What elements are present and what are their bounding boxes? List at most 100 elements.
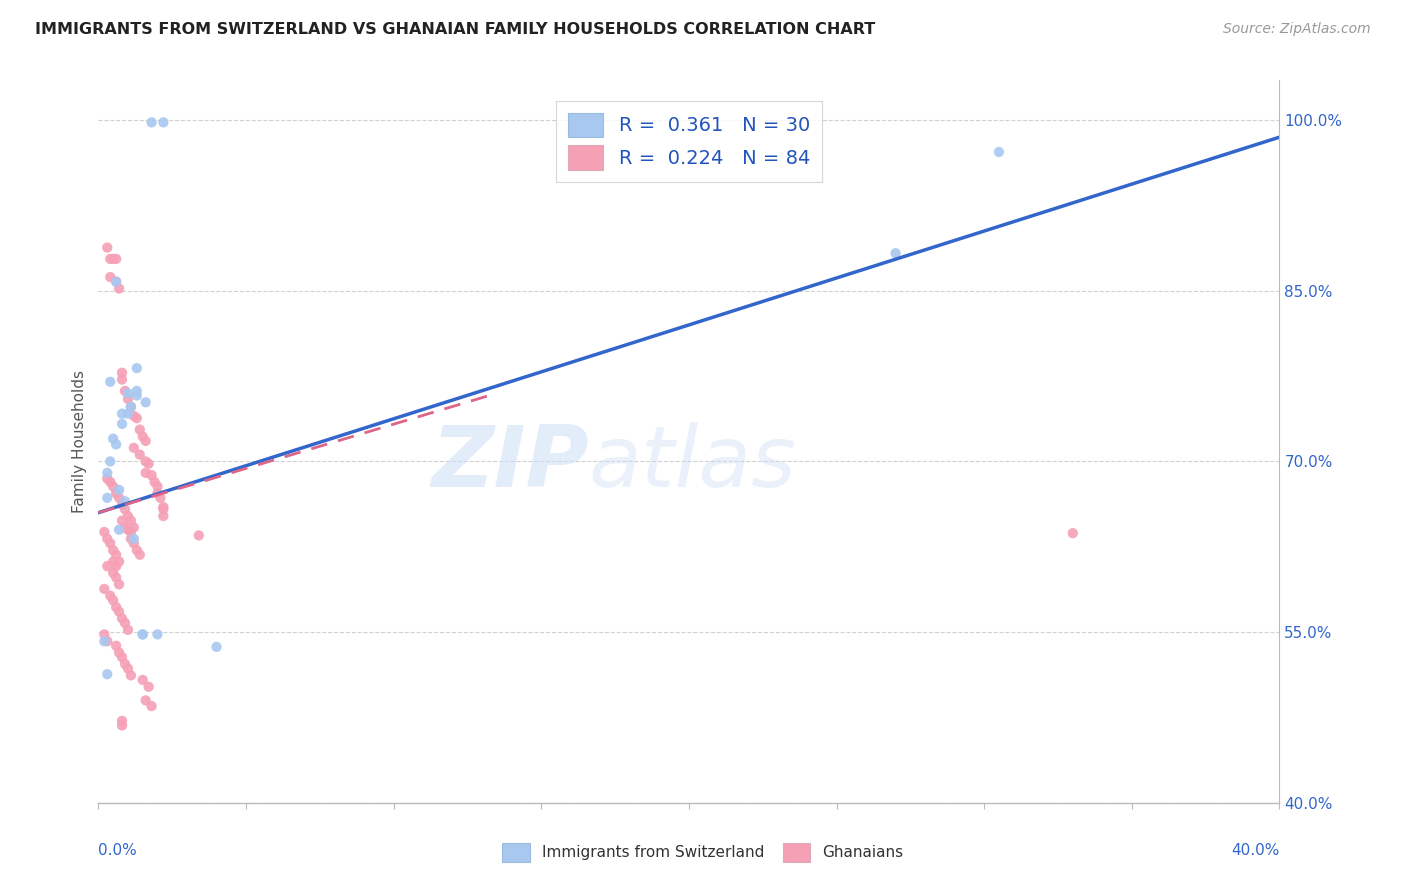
Point bbox=[98, 475, 121, 489]
Point bbox=[120, 400, 142, 414]
Point bbox=[108, 483, 131, 497]
Point bbox=[135, 454, 157, 468]
Point bbox=[98, 454, 121, 468]
Point bbox=[117, 623, 139, 637]
Text: atlas: atlas bbox=[589, 422, 797, 505]
Point bbox=[105, 275, 128, 289]
Point bbox=[96, 471, 118, 485]
Point bbox=[103, 543, 125, 558]
Point bbox=[111, 407, 134, 421]
Point bbox=[117, 661, 139, 675]
Point bbox=[93, 524, 115, 539]
Point bbox=[122, 520, 145, 534]
Point bbox=[108, 491, 131, 505]
Point bbox=[108, 523, 131, 537]
Point bbox=[138, 457, 160, 471]
Point bbox=[105, 570, 128, 584]
Point bbox=[152, 500, 174, 514]
Point bbox=[98, 252, 121, 266]
Point bbox=[128, 448, 150, 462]
Point bbox=[105, 252, 128, 266]
Point bbox=[105, 548, 128, 562]
Point bbox=[111, 372, 134, 386]
Point bbox=[108, 646, 131, 660]
Point bbox=[152, 502, 174, 516]
Point bbox=[114, 502, 136, 516]
Point bbox=[96, 241, 118, 255]
Point bbox=[205, 640, 228, 654]
Text: 0.0%: 0.0% bbox=[98, 843, 138, 857]
Point bbox=[120, 514, 142, 528]
Point bbox=[117, 407, 139, 421]
Y-axis label: Family Households: Family Households bbox=[72, 370, 87, 513]
Point bbox=[111, 714, 134, 728]
Point bbox=[132, 627, 155, 641]
Point bbox=[132, 673, 155, 687]
Point bbox=[111, 366, 134, 380]
Point bbox=[125, 543, 148, 558]
Point bbox=[143, 475, 166, 489]
Point bbox=[187, 528, 209, 542]
Point bbox=[120, 524, 142, 539]
Point bbox=[988, 145, 1011, 159]
Point bbox=[120, 532, 142, 546]
Point bbox=[98, 536, 121, 550]
Point bbox=[135, 434, 157, 448]
Point bbox=[111, 498, 134, 512]
Point bbox=[114, 384, 136, 398]
Point bbox=[111, 718, 134, 732]
Point bbox=[114, 657, 136, 671]
Point bbox=[111, 514, 134, 528]
Point bbox=[105, 559, 128, 574]
Point bbox=[122, 532, 145, 546]
Point bbox=[98, 270, 121, 285]
Point bbox=[125, 411, 148, 425]
Point bbox=[105, 600, 128, 615]
Point bbox=[141, 115, 163, 129]
Point bbox=[152, 115, 174, 129]
Point bbox=[146, 486, 169, 500]
Point bbox=[125, 384, 148, 398]
Point bbox=[103, 432, 125, 446]
Point bbox=[93, 582, 115, 596]
Point bbox=[111, 611, 134, 625]
Point bbox=[135, 395, 157, 409]
Point bbox=[128, 548, 150, 562]
Point bbox=[120, 668, 142, 682]
Point bbox=[108, 605, 131, 619]
Point bbox=[138, 680, 160, 694]
Point bbox=[105, 486, 128, 500]
Point bbox=[105, 639, 128, 653]
Point bbox=[114, 615, 136, 630]
Text: Source: ZipAtlas.com: Source: ZipAtlas.com bbox=[1223, 22, 1371, 37]
Point bbox=[105, 275, 128, 289]
Point bbox=[135, 466, 157, 480]
Point bbox=[96, 532, 118, 546]
Legend: R =  0.361   N = 30, R =  0.224   N = 84: R = 0.361 N = 30, R = 0.224 N = 84 bbox=[557, 101, 821, 182]
Point bbox=[103, 555, 125, 569]
Point bbox=[114, 494, 136, 508]
Point bbox=[1062, 526, 1084, 541]
Text: 40.0%: 40.0% bbox=[1232, 843, 1279, 857]
Point bbox=[108, 281, 131, 295]
Point bbox=[108, 555, 131, 569]
Point bbox=[122, 441, 145, 455]
Point bbox=[122, 536, 145, 550]
Text: ZIP: ZIP bbox=[430, 422, 589, 505]
Legend: Immigrants from Switzerland, Ghanaians: Immigrants from Switzerland, Ghanaians bbox=[496, 837, 910, 868]
Point bbox=[103, 566, 125, 580]
Point bbox=[132, 429, 155, 443]
Point bbox=[149, 491, 172, 505]
Point bbox=[125, 361, 148, 376]
Point bbox=[103, 252, 125, 266]
Point bbox=[93, 634, 115, 648]
Point bbox=[117, 523, 139, 537]
Point bbox=[122, 409, 145, 423]
Point bbox=[105, 437, 128, 451]
Point bbox=[146, 479, 169, 493]
Point bbox=[117, 386, 139, 401]
Point bbox=[120, 400, 142, 414]
Point bbox=[96, 559, 118, 574]
Point bbox=[146, 627, 169, 641]
Point bbox=[111, 417, 134, 431]
